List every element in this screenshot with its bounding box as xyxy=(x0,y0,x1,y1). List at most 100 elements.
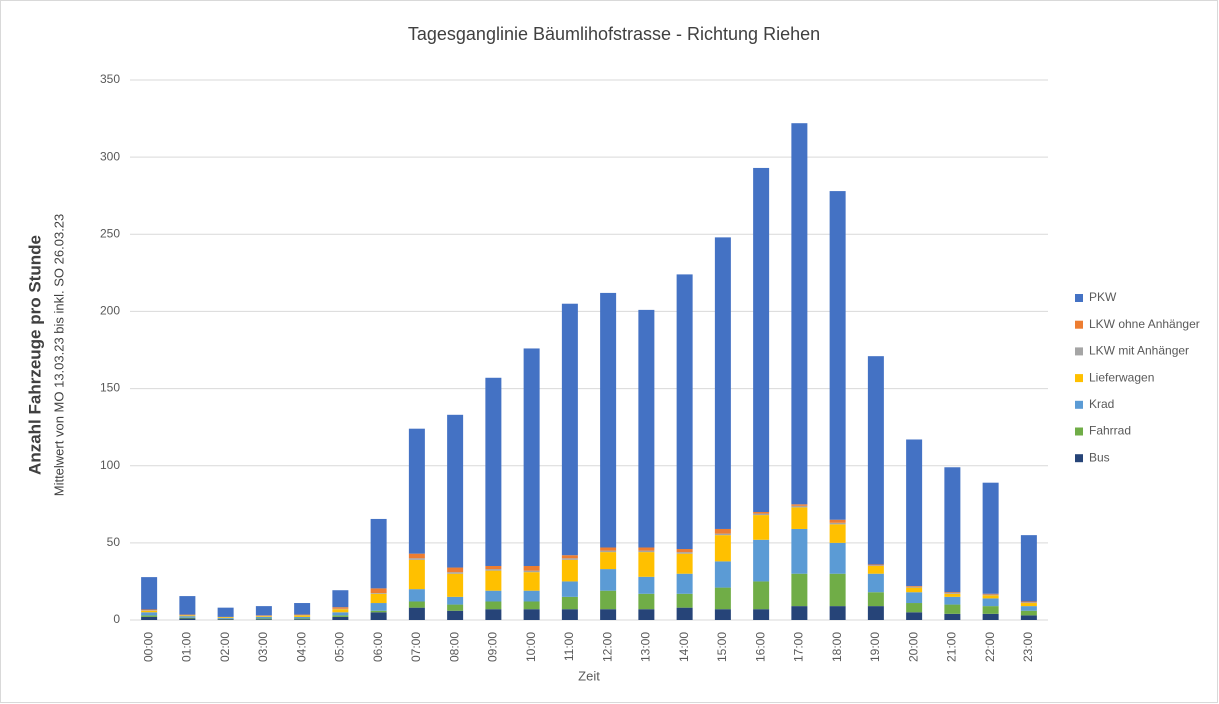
bar-segment xyxy=(255,606,272,616)
bar-segment xyxy=(714,587,731,610)
x-tick-label: 17:00 xyxy=(792,632,806,662)
bar-segment xyxy=(485,601,502,610)
bar-segment xyxy=(638,552,655,577)
bar-segment xyxy=(906,586,923,588)
bar-segment xyxy=(332,590,349,608)
bar-segment xyxy=(1020,610,1037,616)
y-tick-label: 100 xyxy=(100,458,120,472)
bar-segment xyxy=(791,507,808,529)
x-tick-label: 06:00 xyxy=(371,632,385,662)
y-axis-subtitle: Mittelwert von MO 13.03.23 bis inkl. SO … xyxy=(51,214,66,497)
bar-segment xyxy=(944,593,961,594)
bar-segment xyxy=(408,607,425,620)
legend-swatch xyxy=(1075,320,1083,329)
bar-segment xyxy=(255,616,272,617)
bar-segment xyxy=(791,606,808,620)
bar-segment xyxy=(600,292,617,548)
legend-label: LKW ohne Anhänger xyxy=(1089,317,1200,331)
bar-segment xyxy=(408,558,425,560)
bar-segment xyxy=(829,519,846,523)
x-tick-label: 21:00 xyxy=(945,632,959,662)
bar-segment xyxy=(982,606,999,614)
bar-segment xyxy=(791,123,808,505)
bar-segment xyxy=(829,542,846,574)
bar-segment xyxy=(829,524,846,543)
bar-segment xyxy=(523,570,540,573)
bar-segment xyxy=(1020,602,1037,604)
bar-segment xyxy=(791,504,808,506)
bar-segment xyxy=(867,566,884,574)
bar-segment xyxy=(141,616,158,620)
bar-segment xyxy=(829,522,846,525)
bar-segment xyxy=(561,581,578,597)
bar-segment xyxy=(217,607,234,617)
bar-segment xyxy=(1020,601,1037,603)
bar-segment xyxy=(867,356,884,565)
bar-segment xyxy=(944,592,961,593)
bar-segment xyxy=(753,609,770,620)
bar-segment xyxy=(638,609,655,620)
x-tick-label: 11:00 xyxy=(562,632,576,661)
bar-segment xyxy=(217,617,234,618)
y-tick-label: 0 xyxy=(113,612,120,626)
bar-segment xyxy=(179,618,196,620)
bar-segment xyxy=(255,616,272,619)
bar-segment xyxy=(600,590,617,610)
bar-segment xyxy=(332,609,349,613)
x-tick-label: 10:00 xyxy=(524,632,538,662)
bar-segment xyxy=(906,592,923,604)
bar-segment xyxy=(408,559,425,590)
legend-swatch xyxy=(1075,427,1083,436)
legend-label: Bus xyxy=(1089,450,1110,464)
x-tick-label: 16:00 xyxy=(753,632,767,662)
bar-segment xyxy=(370,612,387,620)
bar-segment xyxy=(485,609,502,620)
bar-segment xyxy=(255,618,272,620)
bar-segment xyxy=(255,619,272,620)
x-tick-label: 01:00 xyxy=(180,632,194,662)
bar-segment xyxy=(447,604,464,611)
bar-segment xyxy=(638,550,655,553)
legend-label: Lieferwagen xyxy=(1089,370,1154,384)
bar-segment xyxy=(561,558,578,560)
bar-segment xyxy=(294,619,311,620)
bar-segment xyxy=(523,609,540,620)
bar-segment xyxy=(714,528,731,534)
x-tick-label: 15:00 xyxy=(715,632,729,662)
bar-segment xyxy=(485,570,502,591)
bar-segment xyxy=(485,590,502,602)
y-tick-label: 350 xyxy=(100,72,120,86)
bar-segment xyxy=(447,572,464,574)
bar-segment xyxy=(370,593,387,604)
x-tick-label: 14:00 xyxy=(677,632,691,662)
bar-segment xyxy=(408,589,425,602)
bar-segment xyxy=(179,596,196,615)
bar-segment xyxy=(561,303,578,556)
bar-segment xyxy=(370,518,387,589)
bar-segment xyxy=(638,547,655,551)
legend-swatch xyxy=(1075,294,1083,302)
bar-segment xyxy=(408,428,425,554)
bar-segment xyxy=(714,237,731,529)
bar-segment xyxy=(600,569,617,591)
bar-segment xyxy=(906,439,923,587)
bar-segment xyxy=(600,552,617,570)
bar-segment xyxy=(447,414,464,568)
bar-segment xyxy=(676,553,693,574)
bar-segment xyxy=(753,581,770,610)
bar-segment xyxy=(944,604,961,614)
y-tick-label: 300 xyxy=(100,149,120,163)
bar-segment xyxy=(600,609,617,620)
legend-swatch xyxy=(1075,400,1083,409)
bar-segment xyxy=(141,615,158,617)
bar-segment xyxy=(217,617,234,619)
bar-segment xyxy=(944,596,961,605)
bar-segment xyxy=(982,613,999,620)
bar-segment xyxy=(332,612,349,616)
bar-segment xyxy=(1020,615,1037,620)
bar-segment xyxy=(332,607,349,609)
bar-segment xyxy=(523,590,540,602)
bar-segment xyxy=(676,552,693,554)
bar-segment xyxy=(141,609,158,611)
